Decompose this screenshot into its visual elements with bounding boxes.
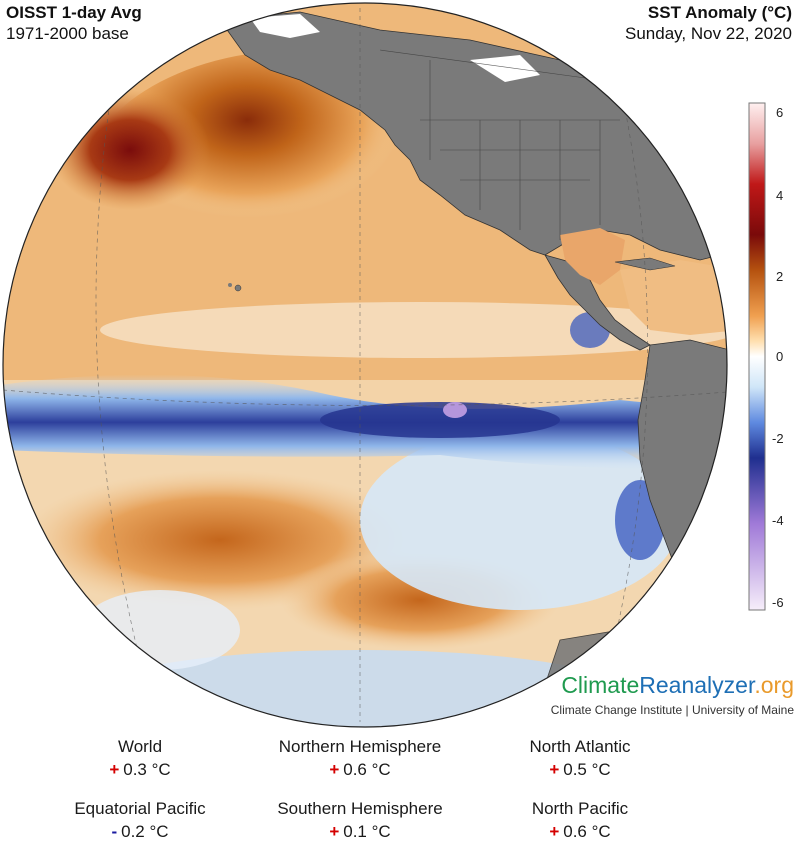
- stat-value: 0.1 °C: [343, 822, 391, 841]
- stat-value: 0.3 °C: [123, 760, 171, 779]
- stat-value-row: +0.6 °C: [450, 820, 710, 844]
- stat-value: 0.2 °C: [121, 822, 169, 841]
- stat-value-row: -0.2 °C: [10, 820, 270, 844]
- stat-value-row: +0.6 °C: [230, 758, 490, 782]
- stat-north-pacific: North Pacific +0.6 °C: [450, 798, 710, 844]
- colorbar-tick: -2: [772, 431, 784, 446]
- stat-sign: +: [549, 822, 560, 841]
- stat-label: Northern Hemisphere: [278, 737, 442, 756]
- institution-credit: Climate Change Institute | University of…: [550, 703, 794, 717]
- stat-sign: +: [549, 760, 560, 779]
- stat-sign: +: [329, 822, 340, 841]
- sst-anomaly-globe: [2, 2, 766, 728]
- stat-value-row: +0.3 °C: [10, 758, 270, 782]
- logo-part-reanalyzer: Reanalyzer: [639, 672, 755, 698]
- colorbar-tick: -4: [772, 513, 784, 528]
- colorbar-tick: 6: [776, 105, 784, 120]
- regional-stats: World +0.3 °C Northern Hemisphere +0.6 °…: [0, 736, 800, 846]
- climate-reanalyzer-logo[interactable]: ClimateReanalyzer.org: [551, 672, 794, 698]
- dataset-title: OISST 1-day Avg: [6, 3, 142, 22]
- logo-part-org: .org: [754, 672, 794, 698]
- colorbar-tick: 0: [776, 349, 784, 364]
- stat-value: 0.6 °C: [563, 822, 611, 841]
- map-date: Sunday, Nov 22, 2020: [625, 24, 792, 43]
- logo-part-climate: Climate: [561, 672, 640, 698]
- stat-value: 0.6 °C: [343, 760, 391, 779]
- stat-value: 0.5 °C: [563, 760, 611, 779]
- colorbar: [748, 102, 766, 611]
- baseline-subtitle: 1971-2000 base: [6, 24, 129, 43]
- stat-southern-hemisphere: Southern Hemisphere +0.1 °C: [230, 798, 490, 844]
- stat-world: World +0.3 °C: [10, 736, 270, 782]
- stat-label: World: [117, 737, 163, 756]
- stat-northern-hemisphere: Northern Hemisphere +0.6 °C: [230, 736, 490, 782]
- stat-sign: +: [329, 760, 340, 779]
- stat-sign: -: [111, 822, 118, 841]
- stat-label: Equatorial Pacific: [74, 799, 206, 818]
- branding-block: ClimateReanalyzer.org Climate Change Ins…: [551, 672, 794, 718]
- colorbar-tick: 2: [776, 269, 784, 284]
- stat-sign: +: [109, 760, 120, 779]
- map-title-block: SST Anomaly (°C) Sunday, Nov 22, 2020: [625, 3, 792, 45]
- stat-north-atlantic: North Atlantic +0.5 °C: [450, 736, 710, 782]
- stat-label: Southern Hemisphere: [277, 799, 443, 818]
- stat-value-row: +0.5 °C: [450, 758, 710, 782]
- map-title: SST Anomaly (°C): [647, 3, 792, 22]
- colorbar-tick: -6: [772, 595, 784, 610]
- stat-value-row: +0.1 °C: [230, 820, 490, 844]
- colorbar-tick: 4: [776, 188, 784, 203]
- stat-label: North Atlantic: [529, 737, 631, 756]
- title-block: OISST 1-day Avg 1971-2000 base: [6, 3, 142, 45]
- stat-equatorial-pacific: Equatorial Pacific -0.2 °C: [10, 798, 270, 844]
- stat-label: North Pacific: [531, 799, 629, 818]
